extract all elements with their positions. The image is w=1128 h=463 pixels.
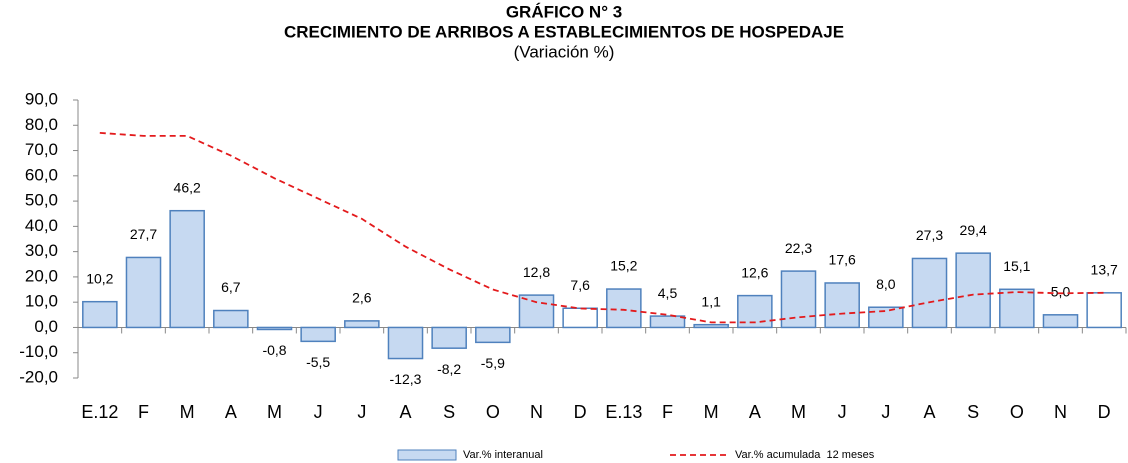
- bar: [387, 326, 424, 360]
- x-tick-label: A: [225, 402, 237, 422]
- bar: [344, 320, 380, 329]
- value-label: -5,5: [306, 354, 330, 370]
- value-label: 15,1: [1003, 258, 1030, 274]
- bar: [213, 309, 249, 329]
- value-label: 2,6: [352, 290, 372, 306]
- y-tick-label: 10,0: [25, 292, 58, 311]
- value-label: 6,7: [221, 279, 241, 295]
- y-tick-label: -10,0: [19, 342, 58, 361]
- y-tick-label: 30,0: [25, 241, 58, 260]
- bar: [256, 326, 293, 331]
- bar: [1086, 292, 1122, 329]
- x-tick-label: J: [881, 402, 890, 422]
- bar: [518, 294, 555, 329]
- y-tick-label: 90,0: [25, 89, 58, 108]
- value-label: 17,6: [829, 252, 856, 268]
- chart-title: GRÁFICO N° 3: [506, 2, 622, 21]
- bar: [911, 257, 948, 329]
- chart-subtitle: CRECIMIENTO DE ARRIBOS A ESTABLECIMIENTO…: [284, 22, 844, 41]
- unit-note: (Variación %): [514, 42, 615, 61]
- line: [99, 132, 1105, 324]
- y-tick-label: 20,0: [25, 266, 58, 285]
- value-label: 15,2: [610, 258, 637, 274]
- y-tick-label: 50,0: [25, 191, 58, 210]
- value-label: -12,3: [390, 371, 422, 387]
- x-tick-label: E.12: [81, 402, 118, 422]
- value-label: 8,0: [876, 276, 896, 292]
- x-tick-label: N: [1054, 402, 1067, 422]
- bar: [649, 315, 686, 329]
- bar: [300, 326, 336, 343]
- x-tick-label: O: [486, 402, 500, 422]
- x-tick-label: J: [314, 402, 323, 422]
- bar: [1042, 314, 1079, 329]
- x-tick-label: D: [1098, 402, 1111, 422]
- legend-swatch: [397, 449, 457, 461]
- value-label: 22,3: [785, 240, 812, 256]
- value-label: 27,3: [916, 227, 943, 243]
- x-tick-label: M: [267, 402, 282, 422]
- value-label: 27,7: [130, 226, 157, 242]
- value-label: -0,8: [262, 342, 286, 358]
- bar: [999, 288, 1035, 329]
- value-label: 29,4: [960, 222, 987, 238]
- x-tick-label: J: [838, 402, 847, 422]
- value-label: 12,6: [741, 264, 768, 280]
- bar: [169, 209, 205, 329]
- bar: [82, 300, 118, 329]
- value-label: 46,2: [174, 179, 201, 195]
- x-tick-label: A: [923, 402, 935, 422]
- x-tick-label: S: [967, 402, 979, 422]
- x-tick-label: E.13: [605, 402, 642, 422]
- x-tick-label: M: [704, 402, 719, 422]
- value-label: -8,2: [437, 361, 461, 377]
- x-tick-label: O: [1010, 402, 1024, 422]
- bar: [125, 256, 162, 329]
- bar: [824, 282, 860, 329]
- bar: [431, 326, 467, 349]
- y-tick-label: -20,0: [19, 367, 58, 386]
- value-label: 4,5: [658, 285, 678, 301]
- bar: [475, 326, 511, 344]
- value-label: 12,8: [523, 264, 550, 280]
- x-tick-label: F: [662, 402, 673, 422]
- bar: [955, 252, 991, 329]
- value-label: 5,0: [1051, 284, 1071, 300]
- bar: [780, 270, 817, 329]
- legend-label: Var.% interanual: [463, 449, 543, 461]
- bar: [606, 288, 642, 329]
- bar: [562, 307, 598, 329]
- value-label: 7,6: [570, 277, 590, 293]
- y-tick-label: 40,0: [25, 216, 58, 235]
- bar: [868, 306, 904, 329]
- y-tick-label: 70,0: [25, 140, 58, 159]
- x-tick-label: J: [357, 402, 366, 422]
- x-tick-label: N: [530, 402, 543, 422]
- y-tick-label: 80,0: [25, 115, 58, 134]
- value-label: 13,7: [1091, 262, 1118, 278]
- y-tick-label: 60,0: [25, 165, 58, 184]
- bar: [693, 323, 729, 329]
- x-tick-label: S: [443, 402, 455, 422]
- x-tick-label: A: [399, 402, 411, 422]
- x-tick-label: M: [791, 402, 806, 422]
- legend-label: Var.% acumulada 12 meses: [735, 449, 875, 461]
- value-label: 1,1: [701, 293, 721, 309]
- x-tick-label: D: [574, 402, 587, 422]
- value-label: -5,9: [481, 355, 505, 371]
- x-tick-label: M: [180, 402, 195, 422]
- value-label: 10,2: [86, 270, 113, 286]
- x-tick-label: A: [749, 402, 761, 422]
- x-tick-label: F: [138, 402, 149, 422]
- y-tick-label: 0,0: [34, 317, 58, 336]
